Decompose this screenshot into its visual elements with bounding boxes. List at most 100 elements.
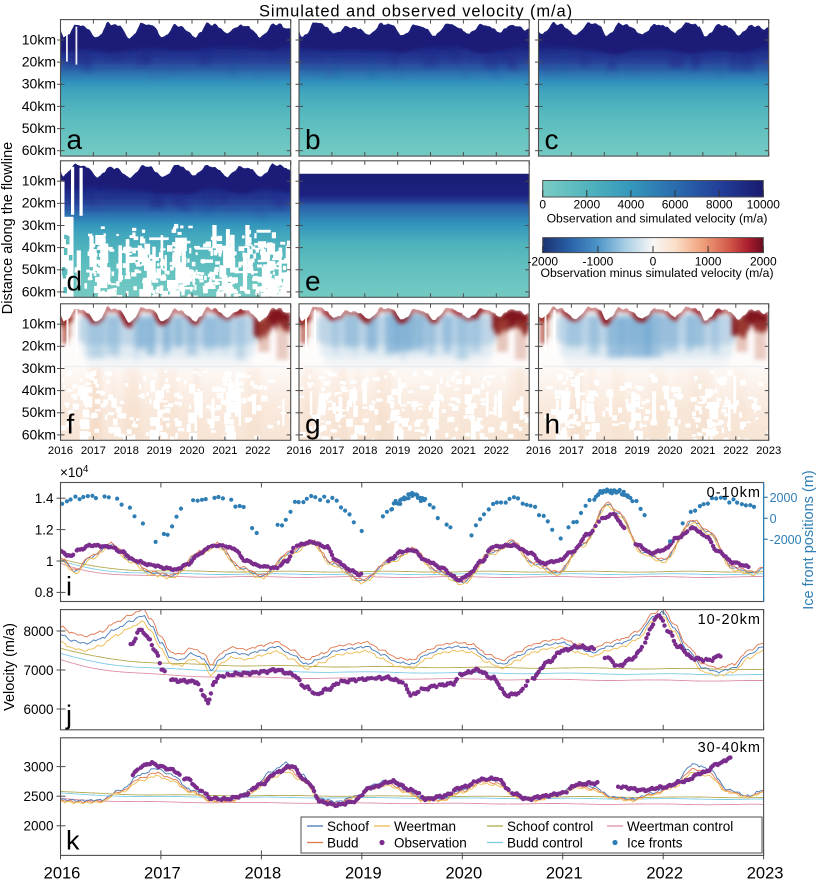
svg-text:2021: 2021	[212, 445, 237, 457]
svg-text:0: 0	[770, 512, 777, 526]
svg-text:0: 0	[539, 198, 546, 212]
svg-text:10km: 10km	[22, 173, 56, 189]
svg-text:2017: 2017	[144, 865, 181, 883]
svg-text:Observation and simulated velo: Observation and simulated velocity (m/a)	[547, 212, 768, 226]
svg-text:2018: 2018	[592, 445, 617, 457]
svg-text:40km: 40km	[22, 98, 56, 114]
svg-text:2016: 2016	[48, 445, 73, 457]
svg-text:e: e	[305, 265, 321, 296]
svg-text:2016: 2016	[44, 865, 81, 883]
svg-text:k: k	[66, 825, 80, 855]
svg-text:40km: 40km	[22, 382, 56, 398]
svg-text:2021: 2021	[451, 445, 476, 457]
svg-text:2500: 2500	[23, 789, 53, 804]
svg-text:30km: 30km	[22, 360, 56, 376]
svg-text:40km: 40km	[22, 239, 56, 255]
svg-text:c: c	[545, 124, 559, 155]
svg-text:2020: 2020	[179, 445, 204, 457]
svg-text:2021: 2021	[690, 445, 715, 457]
svg-text:4000: 4000	[618, 198, 645, 212]
svg-text:3000: 3000	[23, 759, 53, 774]
svg-text:Budd control: Budd control	[507, 835, 583, 850]
svg-text:0.8: 0.8	[35, 585, 54, 600]
svg-text:2022: 2022	[245, 445, 270, 457]
svg-text:6000: 6000	[662, 198, 689, 212]
svg-text:2020: 2020	[418, 445, 443, 457]
svg-text:2020: 2020	[657, 445, 682, 457]
svg-text:50km: 50km	[22, 261, 56, 277]
svg-text:a: a	[67, 124, 83, 155]
svg-text:-2000: -2000	[527, 255, 558, 269]
svg-text:2019: 2019	[345, 865, 382, 883]
svg-text:2020: 2020	[445, 865, 482, 883]
svg-text:10km: 10km	[22, 31, 56, 47]
svg-text:2017: 2017	[319, 445, 344, 457]
svg-text:50km: 50km	[22, 404, 56, 420]
svg-text:Velocity (m/a): Velocity (m/a)	[2, 623, 18, 711]
svg-text:30-40km: 30-40km	[698, 740, 761, 756]
svg-text:2000: 2000	[573, 198, 600, 212]
svg-text:2023: 2023	[756, 445, 781, 457]
svg-text:i: i	[66, 572, 72, 602]
svg-text:2000: 2000	[750, 255, 777, 269]
svg-text:20km: 20km	[22, 195, 56, 211]
svg-text:2021: 2021	[546, 865, 583, 883]
svg-text:Schoof: Schoof	[327, 819, 369, 834]
svg-text:20km: 20km	[22, 338, 56, 354]
svg-text:2016: 2016	[526, 445, 551, 457]
svg-text:10000: 10000	[747, 198, 781, 212]
svg-text:1.2: 1.2	[35, 522, 54, 537]
svg-text:30km: 30km	[22, 217, 56, 233]
svg-text:0: 0	[650, 255, 657, 269]
svg-text:h: h	[545, 408, 561, 439]
svg-text:20km: 20km	[22, 54, 56, 70]
svg-text:Distance along the flowline: Distance along the flowline	[0, 142, 16, 315]
svg-text:g: g	[305, 408, 321, 439]
svg-text:Observation minus simulated ve: Observation minus simulated velocity (m/…	[541, 266, 774, 280]
svg-text:j: j	[65, 700, 72, 730]
svg-text:d: d	[67, 265, 83, 296]
svg-text:2000: 2000	[23, 819, 53, 834]
svg-text:2022: 2022	[723, 445, 748, 457]
svg-text:Ice fronts: Ice fronts	[627, 835, 683, 850]
svg-text:60km: 60km	[22, 142, 56, 158]
svg-text:6000: 6000	[23, 702, 53, 717]
svg-text:2019: 2019	[625, 445, 650, 457]
svg-text:2019: 2019	[147, 445, 172, 457]
svg-text:10-20km: 10-20km	[698, 612, 761, 628]
svg-text:2018: 2018	[245, 865, 282, 883]
svg-text:2017: 2017	[81, 445, 106, 457]
svg-text:60km: 60km	[22, 426, 56, 442]
svg-text:Weertman: Weertman	[394, 819, 456, 834]
svg-text:1000: 1000	[695, 255, 722, 269]
svg-text:2018: 2018	[352, 445, 377, 457]
svg-text:7000: 7000	[23, 663, 53, 678]
svg-text:8000: 8000	[706, 198, 733, 212]
svg-text:Schoof control: Schoof control	[507, 819, 593, 834]
svg-text:-2000: -2000	[770, 533, 802, 547]
svg-text:-1000: -1000	[583, 255, 614, 269]
svg-text:2017: 2017	[559, 445, 584, 457]
svg-text:Ice front positions (m): Ice front positions (m)	[801, 470, 817, 609]
svg-text:2023: 2023	[747, 865, 784, 883]
svg-text:Budd: Budd	[327, 835, 359, 850]
svg-text:2018: 2018	[114, 445, 139, 457]
svg-text:60km: 60km	[22, 283, 56, 299]
svg-text:×104: ×104	[60, 464, 89, 480]
svg-text:2000: 2000	[770, 491, 798, 505]
svg-text:50km: 50km	[22, 120, 56, 136]
svg-text:2016: 2016	[286, 445, 311, 457]
svg-text:0-10km: 0-10km	[707, 485, 761, 501]
svg-text:10km: 10km	[22, 316, 56, 332]
svg-text:Observation: Observation	[394, 835, 467, 850]
svg-text:1.4: 1.4	[35, 491, 54, 506]
svg-text:Weertman control: Weertman control	[627, 819, 733, 834]
svg-text:Simulated and observed velocit: Simulated and observed velocity (m/a)	[259, 3, 573, 21]
svg-text:b: b	[305, 124, 321, 155]
svg-text:2019: 2019	[385, 445, 410, 457]
svg-text:1: 1	[46, 554, 54, 569]
svg-text:2022: 2022	[646, 865, 683, 883]
svg-text:30km: 30km	[22, 76, 56, 92]
svg-text:8000: 8000	[23, 624, 53, 639]
svg-text:2022: 2022	[484, 445, 509, 457]
